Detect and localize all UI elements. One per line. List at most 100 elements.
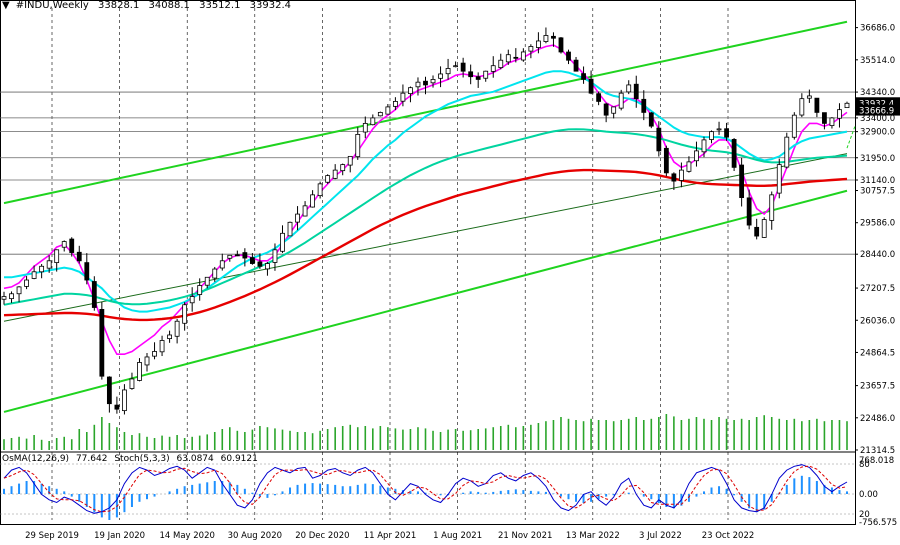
candle-body bbox=[498, 59, 504, 69]
candle-body bbox=[84, 262, 90, 281]
candle-body bbox=[392, 101, 398, 107]
candle-body bbox=[302, 205, 308, 217]
candle-body bbox=[709, 131, 714, 140]
osc-tick-label: -756.575 bbox=[859, 518, 897, 528]
y-tick-label: 32900.0 bbox=[860, 128, 895, 138]
candle-body bbox=[355, 133, 361, 158]
candle-body bbox=[588, 78, 594, 94]
candle-body bbox=[385, 106, 391, 115]
candle-body bbox=[159, 340, 165, 353]
candle-body bbox=[618, 92, 624, 109]
candle-body bbox=[731, 139, 737, 168]
candle-body bbox=[769, 194, 775, 221]
candle-body bbox=[129, 378, 135, 389]
x-tick-label: 29 Sep 2019 bbox=[25, 531, 79, 541]
candle-body bbox=[686, 161, 692, 172]
current-price-box bbox=[856, 97, 900, 109]
osc-tick-label: 768.018 bbox=[859, 456, 894, 466]
candle-body bbox=[400, 92, 406, 102]
candle-body bbox=[791, 114, 797, 138]
chart-frame bbox=[0, 0, 856, 525]
candle-body bbox=[106, 376, 112, 405]
candle-body bbox=[61, 241, 67, 248]
candle-body bbox=[332, 169, 338, 179]
candle-body bbox=[408, 87, 413, 95]
candle-body bbox=[633, 83, 639, 100]
candle-body bbox=[219, 260, 225, 269]
candle-body bbox=[844, 102, 850, 109]
osma-label: OsMA(12,26,9) bbox=[2, 454, 70, 464]
y-tick-label: 28440.0 bbox=[860, 250, 895, 260]
ma-line bbox=[3, 128, 848, 306]
x-tick-label: 13 Mar 2022 bbox=[566, 531, 620, 541]
stoch-signal-line bbox=[3, 465, 848, 513]
candle-body bbox=[167, 334, 172, 340]
candle-body bbox=[754, 226, 760, 237]
x-tick-label: 23 Oct 2022 bbox=[702, 531, 755, 541]
candle-body bbox=[475, 76, 481, 80]
candle-body bbox=[716, 128, 722, 131]
candle-body bbox=[197, 285, 203, 295]
candle-body bbox=[648, 112, 654, 127]
osc-tick-label: 0.00 bbox=[859, 490, 878, 500]
grid-lines bbox=[0, 0, 856, 525]
candle-body bbox=[69, 238, 75, 253]
candle-body bbox=[295, 213, 300, 223]
candle-body bbox=[24, 279, 29, 287]
candle-body bbox=[347, 155, 353, 166]
x-tick-label: 19 Jan 2020 bbox=[94, 531, 145, 541]
candle-body bbox=[144, 356, 150, 366]
y-tick-label: 31140.0 bbox=[860, 176, 895, 186]
oscillator-header: OsMA(12,26,9) 77.642 Stoch(5,3,3) 63.087… bbox=[2, 454, 262, 464]
candle-body bbox=[265, 263, 270, 270]
candle-body bbox=[325, 175, 331, 183]
candle-body bbox=[182, 304, 188, 324]
y-tick-label: 33400.0 bbox=[860, 114, 895, 124]
candlesticks bbox=[1, 27, 850, 415]
candle-body bbox=[54, 249, 60, 263]
channel-mid-line bbox=[3, 153, 848, 322]
stoch-main-value: 63.0874 bbox=[176, 454, 214, 464]
current-price-box bbox=[856, 104, 900, 116]
high-value: 34088.1 bbox=[148, 0, 190, 11]
candle-body bbox=[234, 254, 240, 257]
candle-body bbox=[543, 35, 549, 42]
candle-body bbox=[445, 68, 451, 75]
candle-body bbox=[573, 59, 579, 72]
candle-body bbox=[483, 70, 489, 79]
y-tick-label: 34340.0 bbox=[860, 88, 895, 98]
candle-body bbox=[16, 286, 22, 295]
candle-body bbox=[370, 117, 376, 126]
candle-body bbox=[122, 389, 127, 412]
candle-body bbox=[513, 56, 519, 59]
candle-body bbox=[174, 320, 180, 337]
candle-body bbox=[739, 164, 745, 198]
candle-body bbox=[1, 296, 7, 300]
chart-header: ▼ #INDU,Weekly 33828.1 34088.1 33512.1 33… bbox=[2, 0, 297, 11]
stoch-label: Stoch(5,3,3) bbox=[114, 454, 170, 464]
candle-body bbox=[39, 265, 45, 273]
price-axis: 36686.0 35514.0 34340.0 33400.0 32900.0 31950… bbox=[855, 24, 900, 456]
candle-body bbox=[603, 103, 609, 116]
candle-body bbox=[596, 93, 602, 102]
candle-body bbox=[837, 109, 842, 119]
candle-body bbox=[829, 117, 835, 127]
candle-body bbox=[671, 173, 677, 182]
candle-body bbox=[822, 112, 827, 124]
candle-body bbox=[76, 251, 82, 262]
candle-body bbox=[287, 221, 293, 237]
candle-body bbox=[152, 351, 157, 357]
channel-line bbox=[3, 20, 848, 205]
candle-body bbox=[31, 271, 37, 279]
channel-extension bbox=[846, 125, 856, 149]
low-value: 33512.1 bbox=[199, 0, 241, 11]
candle-body bbox=[114, 404, 120, 410]
candle-body bbox=[415, 81, 421, 88]
candle-body bbox=[806, 95, 812, 99]
y-tick-label: 30757.5 bbox=[860, 187, 895, 197]
ma-line bbox=[3, 168, 848, 322]
y-tick-label: 31950.0 bbox=[860, 154, 895, 164]
